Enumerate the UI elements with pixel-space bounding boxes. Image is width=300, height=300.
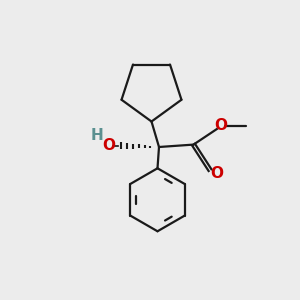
Text: O: O	[102, 138, 116, 153]
Text: O: O	[210, 166, 223, 181]
Text: H: H	[91, 128, 104, 142]
Text: O: O	[214, 118, 228, 134]
